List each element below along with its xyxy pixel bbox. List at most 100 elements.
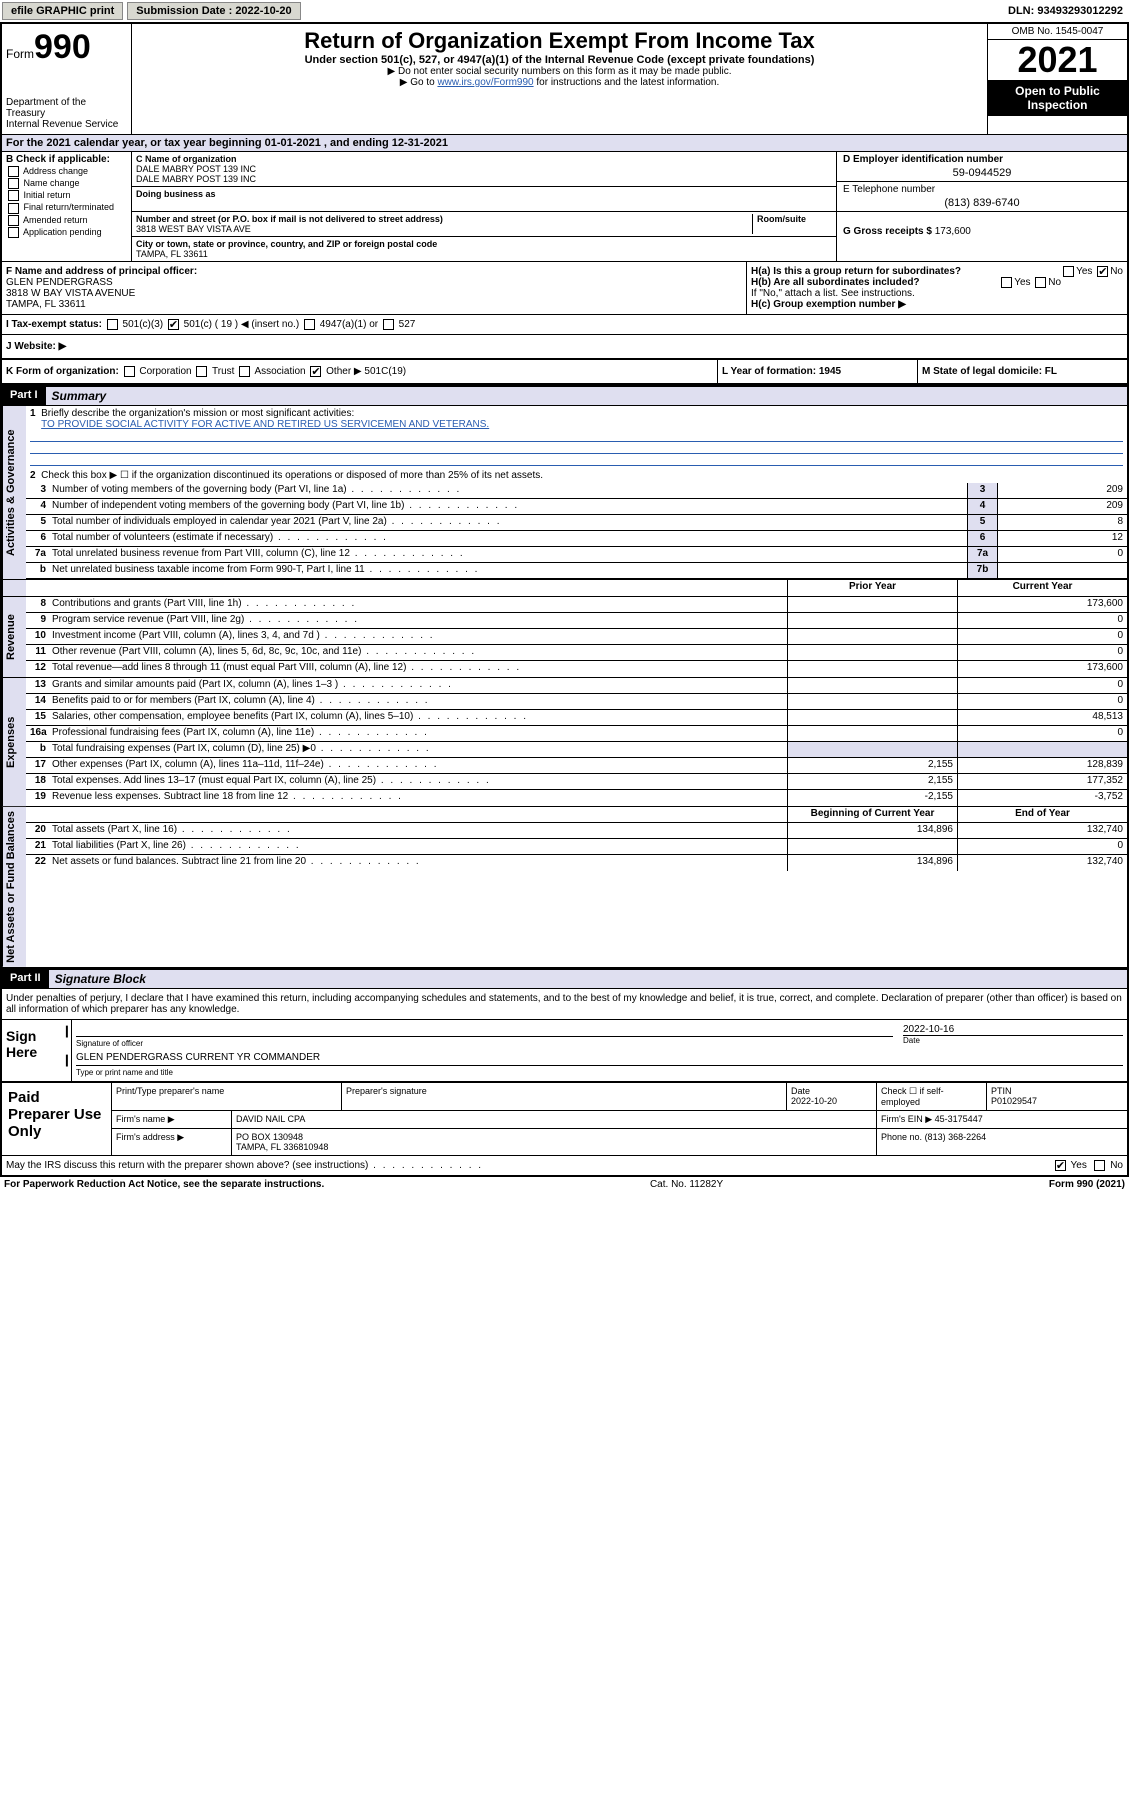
col-preparer-sig: Preparer's signature [346,1086,427,1096]
part-1-title: Summary [46,387,1127,405]
phone-value: (813) 368-2264 [925,1132,987,1142]
form-990-label: Form 990 (2021) [1049,1179,1125,1190]
chk-trust[interactable]: Trust [212,366,234,377]
summary-row: 5Total number of individuals employed in… [26,515,1127,531]
discuss-no[interactable]: No [1110,1160,1123,1171]
mission-text: TO PROVIDE SOCIAL ACTIVITY FOR ACTIVE AN… [41,419,489,430]
firm-name-value: DAVID NAIL CPA [232,1111,877,1128]
part-2-title: Signature Block [49,970,1127,988]
top-toolbar: efile GRAPHIC print Submission Date : 20… [0,0,1129,22]
state-domicile: M State of legal domicile: FL [917,360,1127,383]
paid-preparer-block: Paid Preparer Use Only Print/Type prepar… [0,1083,1129,1155]
line-1-mission: 1 Briefly describe the organization's mi… [26,406,1127,468]
chk-501c[interactable]: 501(c) ( 19 ) ◀ (insert no.) [184,319,300,330]
perjury-declaration: Under penalties of perjury, I declare th… [2,989,1127,1019]
summary-row: 18Total expenses. Add lines 13–17 (must … [26,774,1127,790]
chk-name-change[interactable]: Name change [6,178,127,189]
row-k-l-m: K Form of organization: Corporation Trus… [0,359,1129,385]
chk-final-return[interactable]: Final return/terminated [6,202,127,213]
row-website: J Website: ▶ [0,335,1129,359]
year-formation: L Year of formation: 1945 [717,360,917,383]
chk-527[interactable]: 527 [399,319,416,330]
summary-row: bNet unrelated business taxable income f… [26,563,1127,579]
website-label: J Website: ▶ [2,335,747,358]
beginning-year-header: Beginning of Current Year [787,807,957,822]
header-right: OMB No. 1545-0047 2021 Open to Public In… [987,24,1127,134]
chk-application-pending[interactable]: Application pending [6,227,127,238]
officer-label: F Name and address of principal officer: [6,266,197,277]
col-date-value: 2022-10-20 [791,1096,837,1106]
signature-block: Under penalties of perjury, I declare th… [0,989,1129,1083]
box-b: B Check if applicable: Address change Na… [2,152,132,261]
summary-row: 17Other expenses (Part IX, column (A), l… [26,758,1127,774]
firm-addr-1: PO BOX 130948 [236,1132,303,1142]
chk-initial-return[interactable]: Initial return [6,190,127,201]
firm-name-label: Firm's name ▶ [112,1111,232,1128]
summary-row: 13Grants and similar amounts paid (Part … [26,678,1127,694]
type-name-label: Type or print name and title [76,1068,1123,1077]
sig-officer-label: Signature of officer [76,1039,893,1048]
phone-label: Phone no. [881,1132,922,1142]
tel-label: E Telephone number [843,184,935,195]
org-name-2: DALE MABRY POST 139 INC [136,174,256,184]
discuss-yes[interactable]: Yes [1071,1160,1087,1171]
box-c: C Name of organization DALE MABRY POST 1… [132,152,837,261]
box-b-label: B Check if applicable: [6,154,127,165]
col-date-label: Date [791,1086,810,1096]
chk-other[interactable]: Other ▶ [326,366,361,377]
ha-yes[interactable]: Yes [1076,266,1092,277]
summary-row: 19Revenue less expenses. Subtract line 1… [26,790,1127,806]
addr-label: Number and street (or P.O. box if mail i… [136,214,443,224]
officer-name: GLEN PENDERGRASS [6,277,113,288]
form-subtitle: Under section 501(c), 527, or 4947(a)(1)… [136,54,983,66]
paid-preparer-label: Paid Preparer Use Only [2,1083,112,1155]
ein-value: 59-0944529 [843,167,1121,179]
chk-4947[interactable]: 4947(a)(1) or [320,319,378,330]
gross-receipts-value: 173,600 [935,226,971,237]
street-address: 3818 WEST BAY VISTA AVE [136,224,251,234]
box-h: H(a) Is this a group return for subordin… [747,262,1127,314]
summary-row: 14Benefits paid to or for members (Part … [26,694,1127,710]
discuss-with-preparer: May the IRS discuss this return with the… [0,1155,1129,1177]
hb-no[interactable]: No [1048,277,1061,288]
line-a-text: For the 2021 calendar year, or tax year … [6,137,448,149]
header-title-block: Return of Organization Exempt From Incom… [132,24,987,134]
summary-row: 20Total assets (Part X, line 16)134,8961… [26,823,1127,839]
ha-no[interactable]: No [1110,266,1123,277]
efile-print-button[interactable]: efile GRAPHIC print [2,2,123,20]
entity-info-grid: B Check if applicable: Address change Na… [0,152,1129,261]
summary-row: 10Investment income (Part VIII, column (… [26,629,1127,645]
summary-row: 12Total revenue—add lines 8 through 11 (… [26,661,1127,677]
chk-address-change[interactable]: Address change [6,166,127,177]
gross-receipts-label: G Gross receipts $ [843,226,932,237]
officer-addr2: TAMPA, FL 33611 [6,299,86,310]
box-f: F Name and address of principal officer:… [2,262,747,314]
tax-year: 2021 [988,40,1127,80]
org-name-label: C Name of organization [136,154,237,164]
hb-note: If "No," attach a list. See instructions… [751,288,1123,299]
vtab-revenue: Revenue [2,597,26,677]
box-d-e-g: D Employer identification number 59-0944… [837,152,1127,261]
row-f-h: F Name and address of principal officer:… [0,261,1129,314]
hb-label: H(b) Are all subordinates included? [751,277,920,288]
hb-yes[interactable]: Yes [1014,277,1030,288]
city-label: City or town, state or province, country… [136,239,437,249]
chk-501c3[interactable]: 501(c)(3) [123,319,164,330]
chk-corporation[interactable]: Corporation [139,366,191,377]
tax-status-label: I Tax-exempt status: [6,319,102,330]
line-2-checkbox: 2 Check this box ▶ ☐ if the organization… [26,468,1127,483]
chk-association[interactable]: Association [254,366,305,377]
officer-printed-name: GLEN PENDERGRASS CURRENT YR COMMANDER [76,1052,320,1063]
summary-row: 15Salaries, other compensation, employee… [26,710,1127,726]
summary-row: 3Number of voting members of the governi… [26,483,1127,499]
vtab-expenses: Expenses [2,678,26,806]
dept-treasury: Department of the Treasury [6,97,127,119]
irs-link[interactable]: www.irs.gov/Form990 [437,77,533,88]
col-print-name: Print/Type preparer's name [116,1086,224,1096]
chk-amended-return[interactable]: Amended return [6,215,127,226]
form-note-1: ▶ Do not enter social security numbers o… [136,66,983,77]
dba-label: Doing business as [136,189,216,199]
vtab-governance: Activities & Governance [2,406,26,579]
col-self-employed[interactable]: Check ☐ if self-employed [877,1083,987,1110]
form-number: 990 [34,28,91,66]
